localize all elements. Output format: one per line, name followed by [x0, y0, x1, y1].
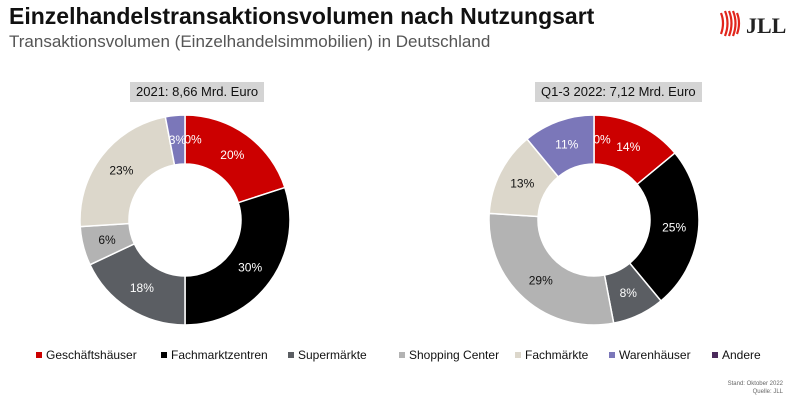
legend-item-andere: Andere: [712, 348, 761, 362]
page-subtitle: Transaktionsvolumen (Einzelhandelsimmobi…: [9, 32, 491, 51]
chart-label-2022: Q1-3 2022: 7,12 Mrd. Euro: [535, 82, 702, 102]
footer-note: Stand: Oktober 2022 Quelle: JLL: [728, 380, 783, 396]
legend: Geschäftshäuser Fachmarktzentren Supermä…: [36, 348, 780, 366]
donut-slice-fachmarktzentren: [628, 152, 700, 302]
data-label-fachmarktzentren: 30%: [238, 260, 262, 274]
legend-label: Geschäftshäuser: [46, 348, 137, 362]
data-label-supermaerkte: 8%: [620, 286, 638, 300]
legend-swatch: [515, 352, 521, 358]
data-label-andere: 0%: [184, 133, 202, 147]
legend-swatch: [609, 352, 615, 358]
legend-item-warenhaeuser: Warenhäuser: [609, 348, 691, 362]
data-label-warenhaeuser: 3%: [169, 133, 187, 147]
legend-item-shopping-center: Shopping Center: [399, 348, 499, 362]
data-label-supermaerkte: 18%: [130, 281, 154, 295]
jll-logo-icon: [717, 10, 743, 37]
legend-label: Warenhäuser: [619, 348, 691, 362]
page-title: Einzelhandelstransaktionsvolumen nach Nu…: [9, 3, 595, 29]
donut-slice-fachmaerkte: [79, 115, 176, 228]
legend-label: Fachmärkte: [525, 348, 589, 362]
data-label-fachmaerkte: 13%: [510, 176, 534, 190]
donut-slice-fachmarktzentren: [184, 186, 291, 326]
data-label-warenhaeuser: 11%: [555, 137, 578, 151]
chart-label-2021: 2021: 8,66 Mrd. Euro: [130, 82, 265, 102]
footer-source: Quelle: JLL: [752, 389, 783, 395]
legend-item-supermaerkte: Supermärkte: [288, 348, 367, 362]
data-label-geschaeftshaeuser: 14%: [616, 140, 640, 154]
legend-swatch: [36, 352, 42, 358]
data-label-shopping-center: 6%: [98, 233, 116, 247]
legend-swatch: [161, 352, 167, 358]
legend-swatch: [288, 352, 294, 358]
jll-logo: JLL: [717, 10, 786, 38]
legend-label: Andere: [722, 348, 761, 362]
donut-slice-shopping-center: [488, 212, 615, 326]
legend-swatch: [712, 352, 718, 358]
footer-date: Stand: Oktober 2022: [727, 381, 783, 387]
donut-slice-warenhaeuser: [164, 114, 186, 166]
donut-slice-warenhaeuser: [526, 114, 595, 178]
legend-item-fachmarktzentren: Fachmarktzentren: [161, 348, 268, 362]
legend-label: Fachmarktzentren: [171, 348, 268, 362]
data-label-fachmarktzentren: 25%: [662, 221, 686, 235]
legend-label: Supermärkte: [298, 348, 367, 362]
data-label-andere: 0%: [593, 133, 611, 147]
donut-chart-2022: 14% 25% 8% 29% 13% 11% 0%: [488, 114, 700, 326]
donut-chart-2021: 20% 30% 18% 6% 23% 3%0%: [79, 114, 291, 326]
legend-item-fachmaerkte: Fachmärkte: [515, 348, 588, 362]
logo-text: JLL: [746, 13, 786, 38]
legend-item-geschaeftshaeuser: Geschäftshäuser: [36, 348, 137, 362]
legend-swatch: [399, 352, 405, 358]
data-label-geschaeftshaeuser: 20%: [220, 148, 244, 162]
data-label-shopping-center: 29%: [529, 273, 553, 287]
data-label-fachmaerkte: 23%: [109, 164, 133, 178]
legend-label: Shopping Center: [409, 348, 500, 362]
